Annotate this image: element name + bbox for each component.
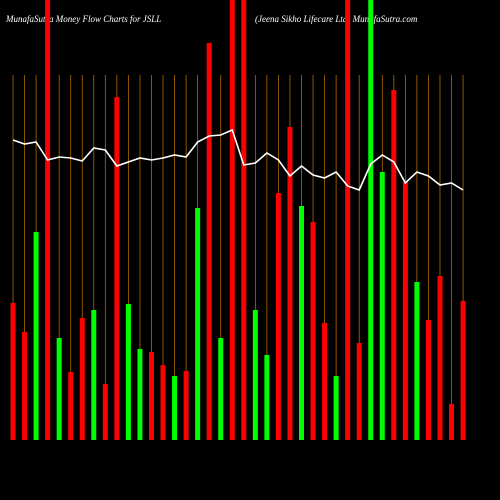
bar <box>68 372 74 440</box>
bar <box>22 332 28 440</box>
bar <box>125 304 131 440</box>
chart-subtitle: (Jeena Sikho Lifecare Ltd) MunafaSutra.c… <box>255 14 418 24</box>
bar <box>275 193 281 440</box>
bar <box>391 90 397 440</box>
bar <box>414 282 420 440</box>
line <box>12 128 464 191</box>
chart-title: MunafaSutra Money Flow Charts for JSLL <box>5 14 161 24</box>
bar <box>79 318 85 440</box>
bar <box>172 376 178 440</box>
bar <box>437 276 443 440</box>
bar <box>322 323 328 440</box>
bar <box>333 376 339 440</box>
bar <box>287 127 293 440</box>
bar <box>160 365 166 440</box>
bar <box>425 320 431 440</box>
bar <box>368 0 374 440</box>
bar <box>10 303 16 440</box>
bar <box>402 182 408 440</box>
bar <box>229 0 235 440</box>
bar <box>102 384 108 440</box>
bar <box>91 310 97 440</box>
bar <box>310 222 316 440</box>
bar <box>356 343 362 440</box>
bar <box>252 310 258 440</box>
bar <box>183 371 189 440</box>
bar <box>241 0 247 440</box>
bar <box>264 355 270 440</box>
bar <box>195 208 201 440</box>
bar <box>33 232 39 440</box>
bar <box>45 0 51 440</box>
bar <box>218 338 224 440</box>
bar <box>148 352 154 440</box>
bar <box>379 172 385 440</box>
bar <box>206 43 212 440</box>
bar <box>114 97 120 440</box>
bar <box>137 349 143 440</box>
bar <box>345 0 351 440</box>
bar <box>56 338 62 440</box>
bar <box>449 404 455 440</box>
bar <box>299 206 304 440</box>
bar <box>460 301 466 440</box>
